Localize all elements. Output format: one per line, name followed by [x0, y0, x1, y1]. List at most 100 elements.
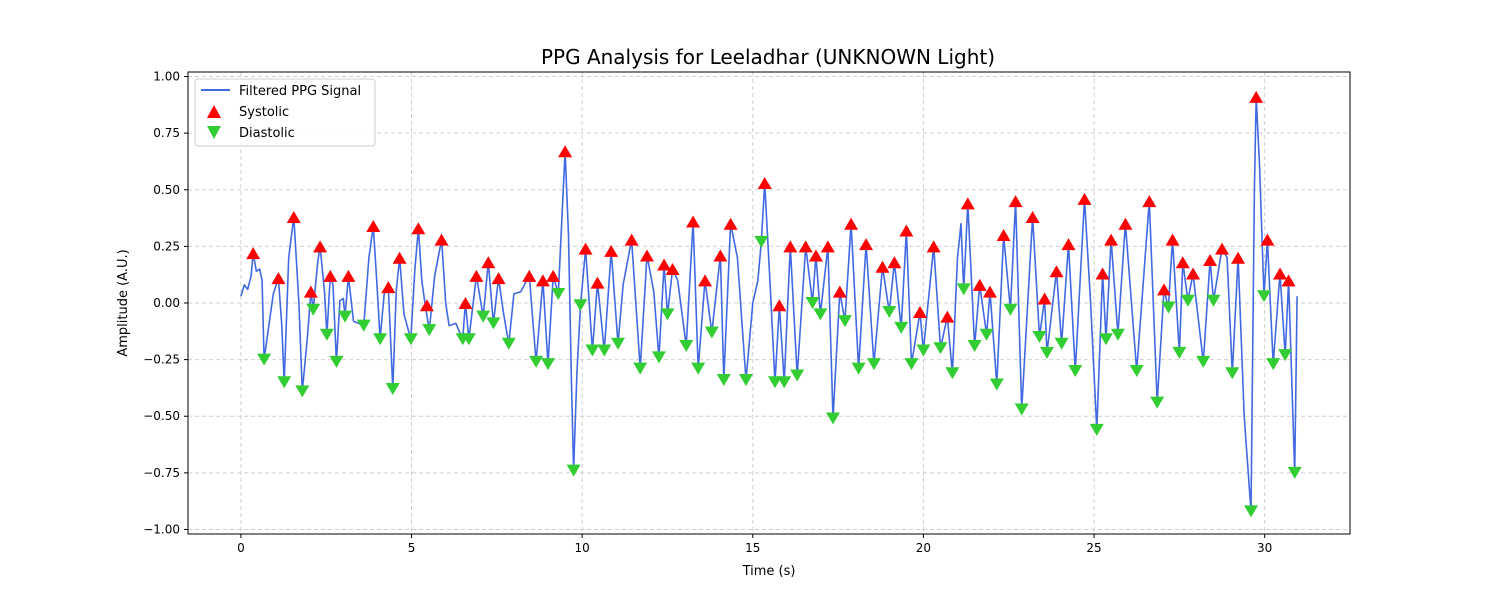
diastolic-marker [866, 358, 881, 371]
x-axis-label: Time (s) [742, 564, 796, 579]
diastolic-marker [904, 358, 919, 371]
diastolic-marker [1180, 294, 1195, 307]
diastolic-marker [1003, 303, 1018, 316]
systolic-marker [1260, 233, 1275, 246]
systolic-marker [808, 249, 823, 262]
systolic-marker [313, 240, 328, 253]
systolic-marker [1175, 256, 1190, 269]
systolic-marker [303, 285, 318, 298]
systolic-marker [392, 251, 407, 264]
diastolic-marker [501, 337, 516, 350]
systolic-marker [1273, 267, 1288, 280]
systolic-marker [411, 222, 426, 235]
diastolic-marker [1039, 346, 1054, 359]
systolic-marker [381, 281, 396, 294]
diastolic-marker [403, 333, 418, 346]
diastolic-marker [573, 299, 588, 312]
diastolic-marker [1266, 358, 1281, 371]
diastolic-marker [813, 308, 828, 321]
systolic-marker [522, 269, 537, 282]
diastolic-marker [566, 464, 581, 477]
systolic-marker [1061, 238, 1076, 251]
legend-box [194, 78, 376, 147]
systolic-marker [341, 269, 356, 282]
diastolic-marker [1244, 505, 1259, 518]
diastolic-marker [691, 362, 706, 375]
systolic-marker [783, 240, 798, 253]
systolic-marker [1281, 274, 1296, 287]
systolic-marker [899, 224, 914, 237]
diastolic-marker [461, 333, 476, 346]
systolic-marker [578, 242, 593, 255]
systolic-marker [972, 278, 987, 291]
y-tick-label: −0.50 [143, 409, 180, 423]
diastolic-marker [660, 308, 675, 321]
diastolic-marker [529, 355, 544, 368]
systolic-marker [913, 306, 928, 319]
systolic-marker [1157, 283, 1172, 296]
diastolic-marker [1287, 466, 1302, 479]
diastolic-marker [1098, 333, 1113, 346]
diastolic-marker [373, 333, 388, 346]
y-axis-label: Amplitude (A.U.) [116, 249, 131, 356]
systolic-marker [469, 269, 484, 282]
x-tick-label: 0 [237, 541, 245, 555]
y-tick-label: −0.25 [143, 353, 180, 367]
diastolic-marker [1206, 294, 1221, 307]
diastolic-marker [651, 351, 666, 364]
diastolic-marker [1129, 364, 1144, 377]
axes-frame [187, 71, 1351, 535]
y-tick-label: 0.75 [153, 126, 180, 140]
diastolic-marker [486, 317, 501, 330]
systolic-marker [1231, 251, 1246, 264]
diastolic-marker [585, 344, 600, 357]
diastolic-marker [356, 319, 371, 332]
x-tick-label: 10 [575, 541, 590, 555]
diastolic-marker [767, 376, 782, 389]
diastolic-marker [1032, 330, 1047, 343]
axis-ticks: 0 5 10 15 20 25 30 −1.00 −0.75 −0.50 −0.25 0.00 0.25… [143, 70, 1272, 555]
systolic-marker [960, 197, 975, 210]
systolic-marker [723, 217, 738, 230]
systolic-marker [713, 249, 728, 262]
diastolic-marker [337, 310, 352, 323]
systolic-marker [481, 256, 496, 269]
systolic-marker [1165, 233, 1180, 246]
diastolic-marker [967, 340, 982, 353]
systolic-marker [271, 272, 286, 285]
y-tick-label: 0.50 [153, 183, 180, 197]
systolic-marker [844, 217, 859, 230]
systolic-marker [558, 145, 573, 158]
systolic-marker [491, 272, 506, 285]
systolic-marker [798, 240, 813, 253]
systolic-marker [246, 247, 261, 260]
diastolic-marker [1225, 367, 1240, 380]
systolic-marker [859, 238, 874, 251]
diastolic-marker [597, 344, 612, 357]
diastolic-marker [679, 340, 694, 353]
systolic-marker [434, 233, 449, 246]
systolic-marker [590, 276, 605, 289]
systolic-marker [757, 176, 772, 189]
systolic-marker [1203, 253, 1218, 266]
diastolic-marker [1068, 364, 1083, 377]
diastolic-marker [633, 362, 648, 375]
diastolic-marker [1150, 396, 1165, 409]
systolic-marker [698, 274, 713, 287]
diastolic-marker [805, 297, 820, 309]
diastolic-marker [295, 385, 310, 398]
x-tick-label: 20 [916, 541, 931, 555]
y-tick-label: −0.75 [143, 466, 180, 480]
systolic-marker [323, 269, 338, 282]
diastolic-marker [916, 344, 931, 357]
diastolic-marker [894, 321, 909, 334]
diastolic-marker [1196, 355, 1211, 368]
systolic-marker [686, 215, 701, 228]
legend-systolic-swatch [207, 105, 221, 118]
legend-diastolic-label: Diastolic [239, 126, 295, 141]
x-tick-label: 30 [1257, 541, 1272, 555]
diastolic-marker [837, 315, 852, 328]
diastolic-marker [1161, 301, 1176, 314]
diastolic-marker [1257, 290, 1272, 303]
diastolic-marker [319, 328, 334, 341]
